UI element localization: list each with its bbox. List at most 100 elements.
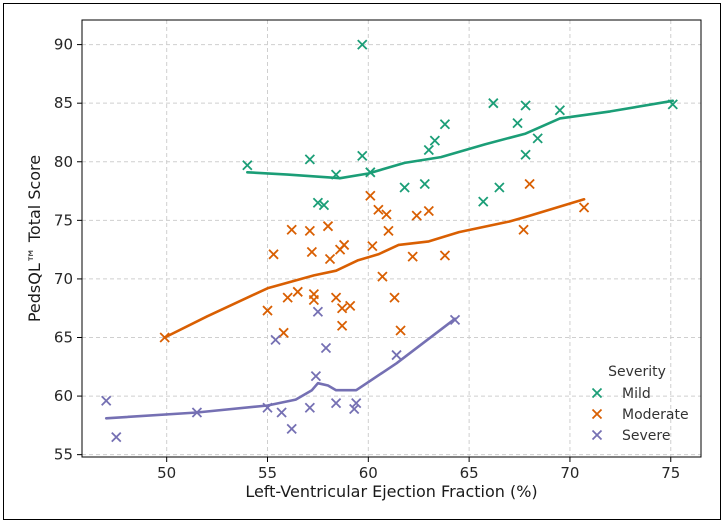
marker-stroke: [367, 240, 378, 252]
y-axis-ticks: 55 60 65 70 75 80 85 90: [54, 36, 82, 464]
marker-stroke: [349, 403, 360, 415]
marker-stroke: [377, 271, 388, 282]
legend-label-moderate: Moderate: [622, 407, 689, 423]
marker-stroke: [304, 154, 315, 165]
moderate-point: [159, 332, 170, 343]
severe-point: [262, 402, 273, 413]
moderate-point: [336, 303, 348, 314]
marker-stroke: [578, 202, 590, 213]
moderate-point: [381, 209, 392, 220]
marker-stroke: [399, 182, 410, 193]
moderate-point: [367, 240, 378, 252]
marker-stroke: [286, 224, 297, 235]
mild-point: [488, 98, 499, 109]
marker-stroke: [512, 117, 523, 129]
moderate-point: [383, 225, 394, 237]
y-tick-label: 55: [54, 446, 73, 464]
marker-stroke: [429, 135, 440, 146]
x-tick-label: 55: [258, 464, 277, 482]
moderate-point: [304, 225, 315, 237]
moderate-point: [423, 205, 434, 217]
marker-stroke: [520, 100, 531, 111]
moderate-point: [324, 253, 336, 265]
moderate-point: [286, 224, 297, 235]
marker-stroke: [304, 402, 315, 413]
marker-stroke: [419, 178, 430, 190]
x-tick-label: 75: [661, 464, 680, 482]
mild-point: [478, 196, 489, 207]
moderate-point: [330, 292, 342, 303]
marker-stroke: [389, 292, 400, 303]
marker-stroke: [383, 225, 394, 237]
marker-stroke: [320, 342, 332, 354]
mild-point: [439, 119, 451, 130]
marker-stroke: [292, 286, 303, 297]
moderate-point: [407, 251, 418, 262]
moderate-point: [395, 325, 406, 336]
marker-stroke: [351, 397, 362, 409]
marker-stroke: [159, 332, 170, 343]
mild-point: [357, 150, 368, 162]
mild-point: [423, 144, 434, 156]
y-axis-label: PedsQL™ Total Score: [25, 155, 44, 322]
plot-area-frame: [81, 19, 702, 458]
marker-stroke: [262, 305, 273, 316]
data-points: [101, 39, 678, 443]
marker-stroke: [304, 225, 315, 237]
moderate-point: [336, 320, 348, 331]
mild-point: [667, 99, 678, 110]
grid-lines: [82, 20, 701, 457]
marker-stroke: [336, 320, 348, 331]
mild-point: [554, 105, 565, 116]
moderate-point: [377, 271, 388, 282]
marker-stroke: [365, 167, 376, 178]
moderate-point: [282, 292, 293, 303]
marker-stroke: [357, 39, 368, 50]
moderate-point: [306, 246, 317, 258]
mild-point: [318, 199, 330, 211]
marker-stroke: [242, 160, 253, 171]
marker-stroke: [262, 402, 273, 413]
moderate-point: [411, 210, 422, 221]
marker-stroke: [312, 306, 324, 317]
marker-stroke: [330, 397, 342, 409]
moderate-point: [578, 202, 590, 213]
moderate-point: [439, 250, 451, 261]
severe-point: [286, 423, 297, 435]
mild-point: [520, 149, 531, 160]
legend-label-severe: Severe: [622, 428, 670, 444]
mild-point: [399, 182, 410, 193]
marker-stroke: [591, 429, 603, 441]
marker-stroke: [308, 294, 320, 306]
marker-stroke: [478, 196, 489, 207]
mild-point: [357, 39, 368, 50]
marker-stroke: [330, 292, 342, 303]
y-tick-label: 60: [54, 387, 73, 405]
marker-stroke: [554, 105, 565, 116]
mild-point: [429, 135, 440, 146]
legend-marker-mild: [591, 387, 603, 399]
moderate-point: [268, 249, 279, 260]
legend-marker-severe: [591, 429, 603, 441]
marker-stroke: [591, 387, 603, 399]
marker-stroke: [667, 99, 678, 110]
severe-point: [349, 403, 360, 415]
y-tick-label: 75: [54, 211, 73, 229]
marker-stroke: [268, 249, 279, 260]
mild-point: [304, 154, 315, 165]
moderate-point: [322, 221, 334, 232]
x-axis-label: Left-Ventricular Ejection Fraction (%): [245, 482, 537, 501]
severe-point: [276, 407, 287, 418]
mild-point: [494, 182, 505, 193]
mild-point: [512, 117, 523, 129]
marker-stroke: [286, 423, 297, 435]
mild-point: [365, 167, 376, 178]
mild-point: [242, 160, 253, 171]
marker-stroke: [312, 197, 324, 208]
legend-title: Severity: [608, 364, 666, 380]
marker-stroke: [338, 239, 350, 251]
severe-point: [449, 314, 461, 326]
x-axis-ticks: 50 55 60 65 70 75: [157, 457, 680, 482]
severe-point: [330, 397, 342, 409]
marker-stroke: [282, 292, 293, 303]
